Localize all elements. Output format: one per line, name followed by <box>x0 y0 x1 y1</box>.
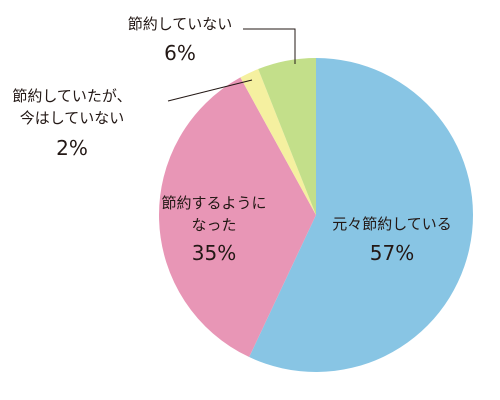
pie-slice <box>249 58 473 372</box>
leader-line <box>243 28 296 64</box>
slice-label: 節約していない <box>128 15 233 33</box>
pie-slice <box>158 77 316 358</box>
value-label: 35% <box>192 241 236 265</box>
value-label: 6% <box>164 41 196 65</box>
slice-label: 節約していたが、今はしていない <box>12 87 131 127</box>
slice-label: 節約するようになった <box>161 194 266 234</box>
value-label: 2% <box>56 136 88 160</box>
pie-slice <box>258 58 316 215</box>
slice-label: 元々節約している <box>332 215 452 233</box>
pie-slice <box>240 69 316 216</box>
value-label: 57% <box>370 241 414 265</box>
leader-line <box>167 79 253 102</box>
